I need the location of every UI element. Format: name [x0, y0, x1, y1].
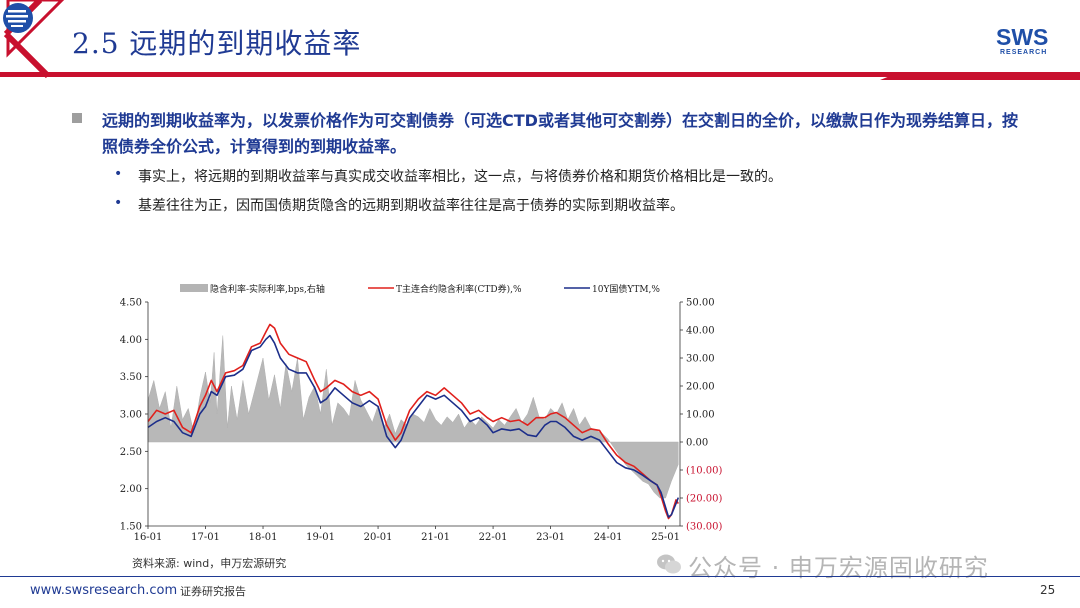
logo-subtext: RESEARCH [1000, 49, 1048, 56]
x-tick-label: 24-01 [594, 532, 623, 543]
wechat-icon [657, 554, 681, 574]
footer-label: 证券研究报告 [180, 585, 246, 598]
series-line-ctd-implied [147, 323, 679, 520]
y-tick-label-right: (10.00) [686, 466, 723, 477]
x-tick-label: 22-01 [479, 532, 508, 543]
page-title: 2.5 远期的到期收益率 [72, 27, 362, 60]
main-bullet-text: 远期的到期收益率为，以发票价格作为可交割债券（可选CTD或者其他可交割券）在交割… [102, 111, 1018, 156]
yield-chart: 隐含利率-实际利率,bps,右轴 T主连合约隐含利率(CTD券),% 10Y国债YT… [110, 272, 730, 572]
legend-label: 隐含利率-实际利率,bps,右轴 [210, 283, 325, 295]
footer-url[interactable]: www.swsresearch.com [30, 583, 178, 598]
x-tick-label: 18-01 [249, 532, 278, 543]
y-tick-label-right: (30.00) [686, 522, 723, 533]
y-tick-label-left: 3.50 [120, 372, 142, 383]
dot-bullet-icon: • [114, 195, 123, 211]
x-tick-label: 21-01 [421, 532, 450, 543]
y-tick-label-left: 2.00 [120, 484, 142, 495]
y-tick-label-right: 0.00 [686, 438, 708, 449]
logo-text: SWS [996, 24, 1049, 50]
legend-label: T主连合约隐含利率(CTD券),% [396, 283, 522, 295]
y-tick-label-left: 2.50 [120, 447, 142, 458]
legend-swatch-area [180, 284, 208, 292]
sub-bullet: • 基差往往为正，因而国债期货隐含的远期到期收益率往往是高于债券的实际到期收益率… [114, 195, 1014, 215]
y-tick-label-right: 10.00 [686, 410, 715, 421]
chart-svg: 隐含利率-实际利率,bps,右轴 T主连合约隐含利率(CTD券),% 10Y国债YT… [120, 283, 723, 543]
y-tick-label-left: 4.50 [120, 298, 142, 309]
y-tick-label-right: 40.00 [686, 326, 715, 337]
square-bullet-icon [72, 113, 82, 123]
series-area-spread [147, 335, 679, 499]
y-tick-label-left: 3.00 [120, 410, 142, 421]
footer-divider [0, 576, 1080, 577]
source-note: 资料来源: wind，申万宏源研究 [132, 557, 287, 570]
y-tick-label-right: 20.00 [686, 382, 715, 393]
sub-bullet-text: 基差往往为正，因而国债期货隐含的远期到期收益率往往是高于债券的实际到期收益率。 [138, 198, 684, 214]
x-tick-label: 17-01 [191, 532, 220, 543]
sws-logo [3, 3, 33, 33]
watermark: 公众号 · 申万宏源固收研究 [688, 554, 989, 582]
y-tick-label-left: 4.00 [120, 335, 142, 346]
main-bullet: 远期的到期收益率为，以发票价格作为可交割债券（可选CTD或者其他可交割券）在交割… [72, 108, 1032, 160]
x-tick-label: 16-01 [134, 532, 163, 543]
sub-bullet-text: 事实上，将远期的到期收益率与真实成交收益率相比，这一点，与将债券价格和期货价格相… [138, 169, 782, 185]
sub-bullet: • 事实上，将远期的到期收益率与真实成交收益率相比，这一点，与将债券价格和期货价… [114, 166, 1014, 186]
y-tick-label-right: 30.00 [686, 354, 715, 365]
x-tick-label: 23-01 [536, 532, 565, 543]
x-tick-label: 25-01 [651, 532, 680, 543]
dot-bullet-icon: • [114, 166, 123, 182]
y-tick-label-right: (20.00) [686, 494, 723, 505]
y-tick-label-right: 50.00 [686, 298, 715, 309]
x-tick-label: 20-01 [364, 532, 393, 543]
page-number: 25 [1040, 583, 1056, 597]
title-band: 2.5 远期的到期收益率 SWS RESEARCH [0, 0, 1080, 82]
series-line-10y-ytm [147, 334, 680, 518]
y-tick-label-left: 1.50 [120, 522, 142, 533]
x-tick-label: 19-01 [306, 532, 335, 543]
legend-label: 10Y国债YTM,% [592, 283, 660, 295]
